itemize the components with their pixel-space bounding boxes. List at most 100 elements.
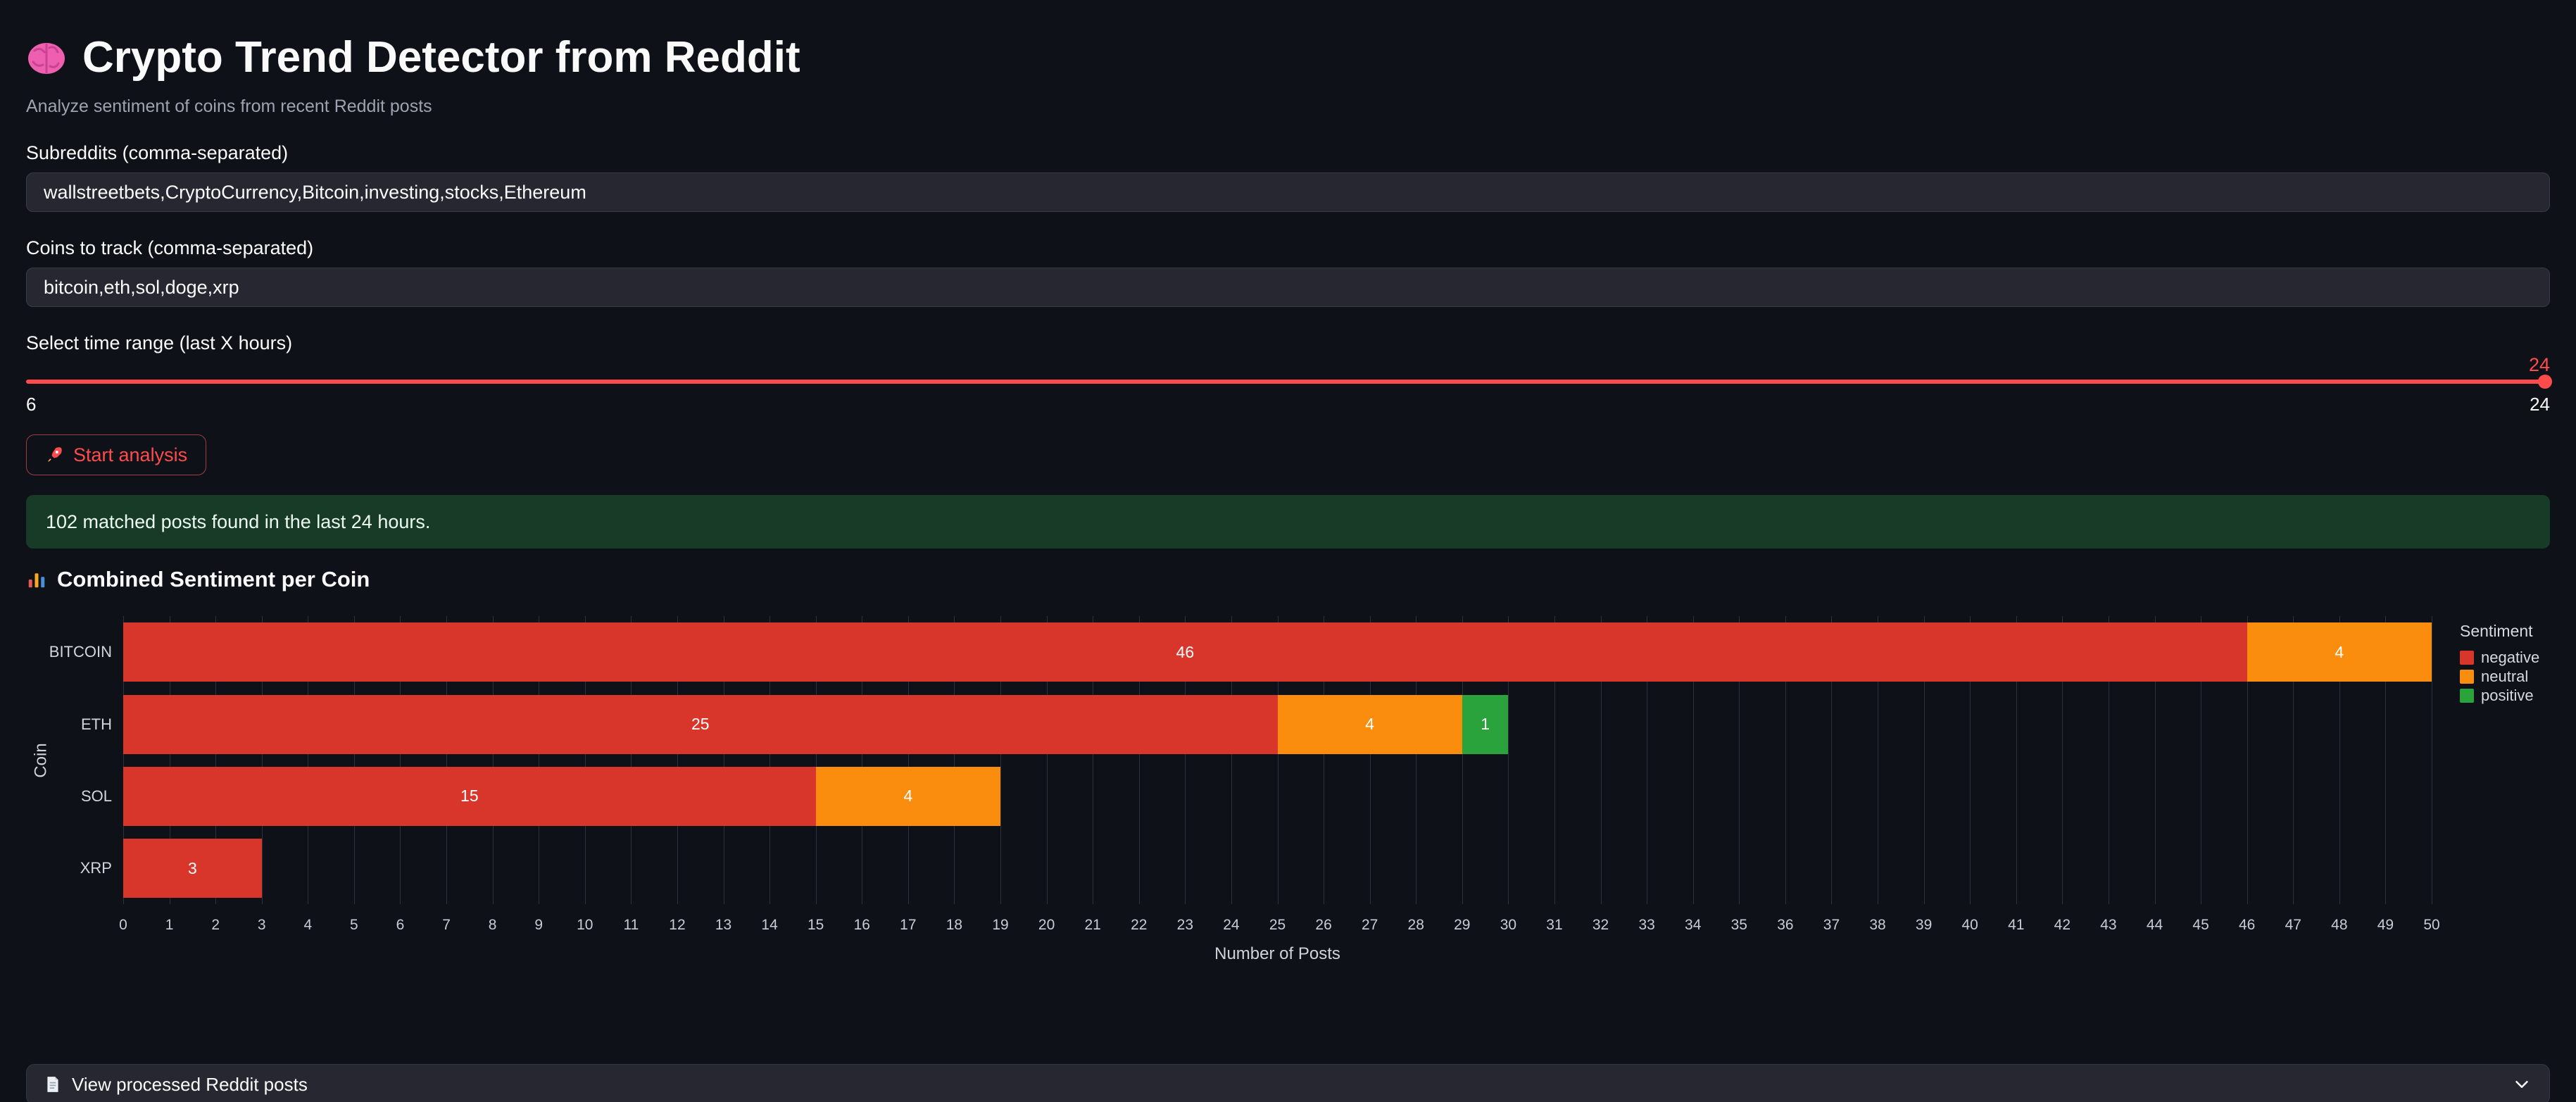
x-tick-label: 15 [808,917,824,934]
x-tick-label: 1 [165,917,174,934]
x-tick-label: 42 [2054,917,2071,934]
gridline [1369,616,1371,905]
x-tick-label: 19 [992,917,1009,934]
x-tick-label: 24 [1223,917,1240,934]
gridline [1923,616,1925,905]
subreddits-input[interactable] [26,173,2550,213]
page-title: Crypto Trend Detector from Reddit [26,32,2550,82]
page-title-text: Crypto Trend Detector from Reddit [82,33,800,82]
gridline [1185,616,1186,905]
gridline [584,616,586,905]
page-emoji-icon [44,1075,62,1094]
slider-max-label: 24 [2530,394,2550,415]
gridline [1600,616,1602,905]
gridline [2016,616,2017,905]
x-tick-label: 30 [1500,917,1517,934]
x-tick-label: 28 [1407,917,1424,934]
x-tick-label: 16 [853,917,870,934]
bar-value-label: 15 [460,787,479,806]
gridline [2385,616,2387,905]
x-tick-label: 36 [1777,917,1794,934]
x-tick-label: 23 [1176,917,1194,934]
x-tick-label: 44 [2146,917,2163,934]
x-tick-label: 47 [2285,917,2301,934]
gridline [1462,616,1463,905]
start-analysis-label: Start analysis [73,444,188,465]
x-tick-label: 20 [1038,917,1055,934]
gridline [1231,616,1232,905]
gridline [2154,616,2156,905]
gridline [1508,616,1509,905]
time-range-slider[interactable]: 24 6 24 [26,354,2552,416]
x-tick-label: 43 [2100,917,2117,934]
gridline [2062,616,2063,905]
start-analysis-button[interactable]: Start analysis [26,434,207,476]
gridline [215,616,217,905]
legend-swatch-icon [2460,650,2474,665]
bar-value-label: 46 [1176,642,1195,661]
gridline [492,616,494,905]
slider-min-label: 6 [26,394,37,415]
plot-area: 46 4 25 4 1 15 4 3 [123,616,2432,905]
legend-item[interactable]: neutral [2460,667,2550,686]
legend-item[interactable]: negative [2460,648,2550,667]
legend-title: Sentiment [2460,622,2533,641]
success-alert: 102 matched posts found in the last 24 h… [26,495,2550,549]
gridline [446,616,448,905]
gridline [677,616,678,905]
x-tick-label: 41 [2008,917,2025,934]
subreddits-label: Subreddits (comma-separated) [26,142,289,164]
x-tick-label: 26 [1315,917,1332,934]
gridline [1785,616,1786,905]
x-tick-labels: 0 1 2 3 4 5 6 7 8 9 10 11 12 13 14 15 16 17 18 19 20 21 22 23 24… [119,917,2440,935]
x-tick-label: 40 [1961,917,1978,934]
gridline [1138,616,1140,905]
x-tick-label: 29 [1454,917,1471,934]
brain-emoji-icon [26,39,67,76]
gridline [123,616,124,905]
x-axis-title: Number of Posts [1214,944,1340,964]
x-tick-label: 7 [442,917,451,934]
legend-swatch-icon [2460,688,2474,703]
gridline [353,616,355,905]
bar-value-label: 4 [903,787,913,806]
x-tick-label: 13 [715,917,732,934]
legend-items: negative neutral positive [2460,648,2550,705]
x-tick-label: 8 [488,917,497,934]
bar-value-label: 4 [2335,642,2344,661]
legend-item[interactable]: positive [2460,686,2550,705]
y-tick-label: BITCOIN [49,643,112,661]
gridline [815,616,817,905]
x-tick-label: 31 [1546,917,1563,934]
gridline [631,616,632,905]
x-tick-label: 21 [1084,917,1101,934]
bar-segment: 4 [1277,694,1462,754]
x-tick-label: 12 [669,917,686,934]
x-tick-label: 39 [1915,917,1933,934]
slider-current-value: 24 [2528,354,2550,376]
x-tick-label: 46 [2238,917,2256,934]
section-title: Combined Sentiment per Coin [26,567,2550,592]
posts-expander-header[interactable]: View processed Reddit posts [26,1064,2550,1102]
time-range-label: Select time range (last X hours) [26,332,293,354]
gridline [907,616,909,905]
x-tick-label: 5 [350,917,358,934]
x-tick-label: 34 [1685,917,1702,934]
slider-track[interactable] [26,380,2550,384]
slider-thumb[interactable] [2538,375,2552,389]
bar-value-label: 3 [187,858,197,877]
gridline [1692,616,1694,905]
page-caption: Analyze sentiment of coins from recent R… [26,96,432,117]
bar-value-label: 25 [691,715,710,734]
gridline [1000,616,1002,905]
gridline [1739,616,1740,905]
coins-input[interactable] [26,268,2550,308]
gridline [1970,616,1971,905]
chart-legend: Sentiment negative neutral positive [2460,622,2550,705]
section-title-text: Combined Sentiment per Coin [57,567,370,592]
bar-value-label: 1 [1481,715,1490,734]
y-tick-labels: BITCOIN ETH SOL XRP [26,616,112,904]
legend-swatch-icon [2460,669,2474,684]
